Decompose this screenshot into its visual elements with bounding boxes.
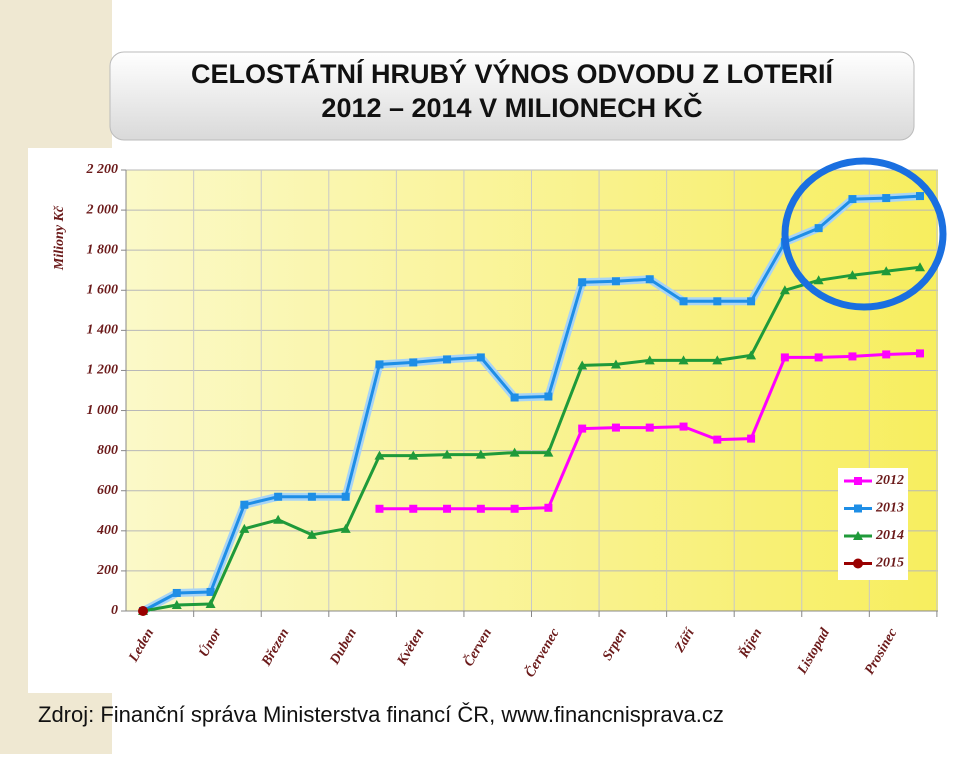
data-point — [611, 423, 620, 432]
y-axis-label: Miliony Kč — [52, 205, 67, 271]
data-point — [678, 355, 689, 365]
data-point — [138, 606, 148, 616]
data-point — [375, 504, 384, 513]
data-point — [747, 434, 756, 443]
grid — [121, 169, 938, 617]
data-point — [847, 270, 858, 280]
data-point — [881, 266, 892, 276]
y-tick-label: 1 800 — [87, 242, 119, 257]
data-point — [443, 504, 452, 513]
data-point — [172, 588, 181, 597]
legend-label: 2012 — [875, 473, 904, 488]
data-point — [442, 449, 453, 459]
data-point — [340, 523, 351, 533]
data-point — [712, 355, 723, 365]
data-point — [476, 353, 485, 362]
legend-marker — [853, 531, 863, 540]
data-point — [578, 278, 587, 287]
data-point — [239, 523, 250, 533]
data-point — [206, 587, 215, 596]
legend-label: 2013 — [875, 501, 904, 516]
data-point — [915, 262, 925, 272]
data-point — [205, 598, 216, 608]
data-point — [443, 355, 452, 364]
data-point — [610, 359, 621, 369]
data-point — [307, 492, 316, 501]
series-line — [142, 194, 921, 613]
y-tick-label: 2 000 — [86, 202, 119, 217]
data-point — [611, 277, 620, 286]
data-point — [916, 192, 924, 201]
data-point — [374, 450, 385, 460]
data-point — [645, 275, 654, 284]
y-tick-label: 800 — [97, 443, 118, 458]
data-point — [916, 349, 924, 358]
data-point — [306, 529, 317, 539]
y-tick-label: 1 600 — [87, 282, 119, 297]
data-point — [644, 355, 655, 365]
legend-marker — [854, 477, 862, 485]
data-point — [814, 353, 823, 362]
data-point — [882, 194, 891, 203]
series-line — [142, 265, 921, 613]
data-point — [780, 353, 789, 362]
data-point — [171, 599, 182, 609]
data-point — [274, 492, 283, 501]
y-tick-label: 1 400 — [87, 323, 119, 338]
data-point — [679, 422, 688, 431]
data-point — [779, 285, 790, 295]
y-tick-label: 2 200 — [86, 162, 119, 177]
data-point — [510, 393, 519, 402]
data-point — [408, 450, 419, 460]
data-point — [813, 275, 824, 285]
data-point — [409, 358, 418, 367]
source: Zdroj: Finanční správa Ministerstva fina… — [38, 702, 724, 727]
subtitle: 2012 – 2014 V MILIONECH KČ — [321, 92, 702, 123]
data-point — [544, 392, 553, 401]
data-point — [814, 224, 823, 233]
data-point — [341, 492, 350, 501]
data-point — [848, 352, 857, 361]
legend: 2012 2013 2014 2015 — [844, 473, 904, 571]
y-tick-label: 600 — [97, 483, 118, 498]
data-point — [747, 297, 756, 306]
data-point — [475, 449, 486, 459]
data-point — [543, 447, 554, 457]
data-point — [882, 350, 891, 359]
title-box — [109, 51, 915, 141]
data-point — [578, 424, 587, 433]
y-tick-label: 1 000 — [87, 403, 119, 418]
data-point — [713, 435, 722, 444]
legend-marker — [853, 558, 863, 569]
y-tick-label: 0 — [111, 603, 118, 618]
data-point — [273, 514, 284, 524]
data-point — [713, 297, 722, 306]
legend-label: 2014 — [875, 528, 904, 543]
series-lines — [138, 192, 925, 616]
legend-marker — [854, 504, 862, 513]
data-point — [476, 504, 485, 513]
data-point — [240, 500, 249, 509]
data-point — [577, 360, 588, 370]
legend-label: 2015 — [875, 556, 904, 571]
title: CELOSTÁTNÍ HRUBÝ VÝNOS ODVODU Z LOTERIÍ — [191, 58, 835, 89]
data-point — [510, 504, 519, 513]
data-point — [409, 504, 418, 513]
y-tick-label: 1 200 — [87, 363, 119, 378]
data-point — [645, 423, 654, 432]
data-point — [848, 195, 857, 204]
data-point — [544, 503, 553, 512]
data-point — [746, 350, 757, 360]
data-point — [679, 297, 688, 306]
data-point — [375, 360, 384, 369]
data-point — [509, 447, 520, 457]
y-tick-label: 200 — [96, 563, 118, 578]
highlight-circle — [781, 157, 947, 311]
y-tick-label: 400 — [96, 523, 118, 538]
legend-box — [838, 468, 908, 580]
